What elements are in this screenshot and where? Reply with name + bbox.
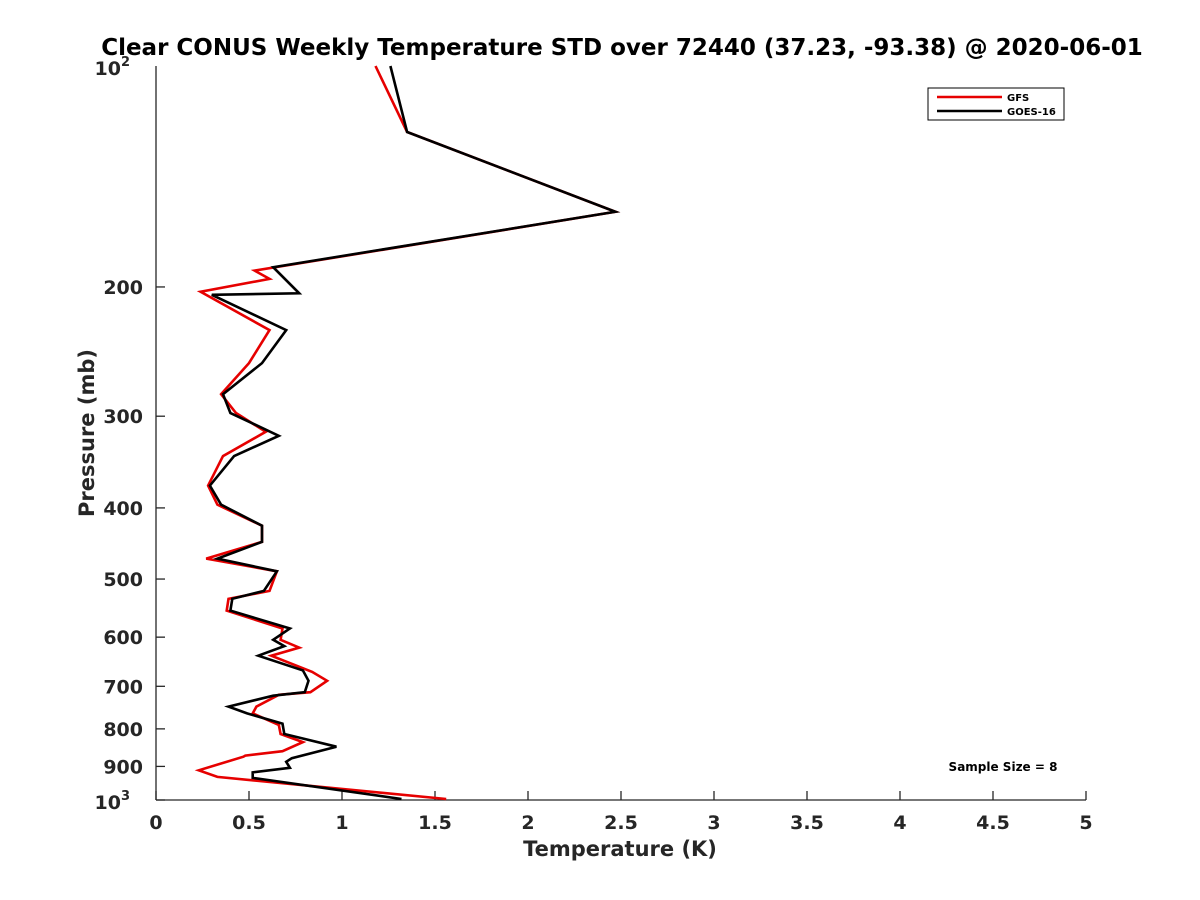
- x-axis-title: Temperature (K): [523, 837, 717, 861]
- x-tick-label: 4.5: [976, 812, 1010, 834]
- y-tick-exponent: 3: [121, 789, 130, 804]
- legend-label: GFS: [1007, 93, 1029, 104]
- y-tick-label: 800: [103, 719, 143, 741]
- y-tick-label: 200: [103, 277, 143, 299]
- x-tick-label: 2.5: [604, 812, 638, 834]
- sample-size-annotation: Sample Size = 8: [949, 760, 1058, 774]
- x-tick-label: 2: [521, 812, 534, 834]
- x-tick-label: 3: [707, 812, 720, 834]
- x-tick-label: 0: [149, 812, 162, 834]
- legend-box: [927, 87, 1065, 121]
- plot-area: [155, 66, 1086, 801]
- y-tick-label: 300: [103, 406, 143, 428]
- y-tick-label: 400: [103, 498, 143, 520]
- legend: GFS GOES-16: [927, 87, 1065, 121]
- y-axis-title: Pressure (mb): [75, 349, 99, 517]
- y-tick-base: 10: [95, 792, 121, 814]
- x-tick-label: 4: [893, 812, 906, 834]
- chart-title: Clear CONUS Weekly Temperature STD over …: [101, 35, 1143, 61]
- x-tick-label: 3.5: [790, 812, 824, 834]
- x-tick-label: 0.5: [232, 812, 266, 834]
- series-line-gfs: [194, 65, 621, 801]
- y-tick-label: 900: [103, 756, 143, 778]
- y-tick-label: 600: [103, 627, 143, 649]
- x-tick-label: 1.5: [418, 812, 452, 834]
- series-lines: [194, 65, 621, 801]
- y-tick-label-power: 102: [95, 55, 131, 80]
- x-tick-label: 1: [335, 812, 348, 834]
- y-tick-label: 700: [103, 676, 143, 698]
- legend-label: GOES-16: [1007, 107, 1056, 118]
- series-line-goes-16: [208, 65, 621, 801]
- y-tick-base: 10: [95, 58, 121, 80]
- y-tick-exponent: 2: [121, 55, 130, 70]
- x-ticks: 0 0.5 1 1.5 2 2.5 3 3.5 4 4.5 5: [149, 791, 1093, 834]
- x-tick-label: 5: [1079, 812, 1092, 834]
- y-tick-label-power: 103: [95, 789, 131, 814]
- y-tick-label: 500: [103, 569, 143, 591]
